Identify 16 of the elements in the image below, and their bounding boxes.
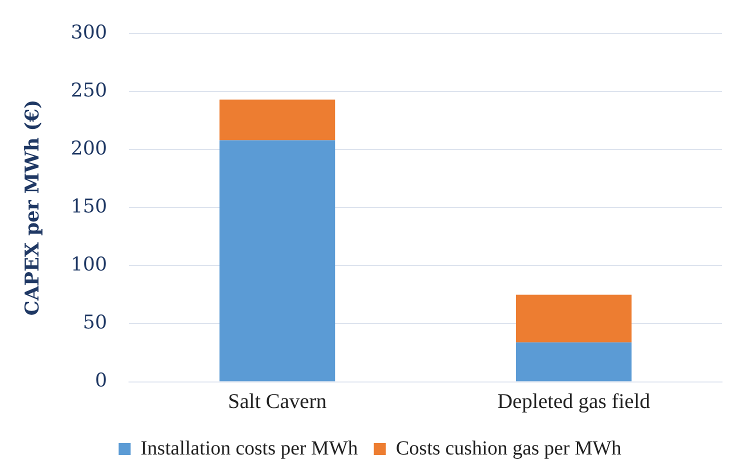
- bar: [219, 140, 336, 382]
- bar: [516, 342, 632, 382]
- legend-label: Installation costs per MWh: [140, 437, 358, 460]
- bar: [219, 100, 336, 140]
- y-tick-label: 300: [70, 21, 108, 44]
- y-tick-label: 0: [94, 370, 108, 392]
- y-tick-label: 150: [70, 196, 108, 218]
- x-tick-label: Depleted gas field: [497, 388, 651, 413]
- bar: [516, 294, 632, 342]
- y-tick-label: 50: [82, 312, 108, 334]
- y-tick-label: 250: [70, 79, 108, 102]
- y-tick-label: 100: [70, 254, 108, 276]
- y-axis-title: CAPEX per MWh (€): [21, 100, 44, 316]
- x-tick-label: Salt Cavern: [228, 388, 328, 413]
- y-tick-label: 200: [70, 137, 108, 160]
- legend-label: Costs cushion gas per MWh: [396, 437, 622, 460]
